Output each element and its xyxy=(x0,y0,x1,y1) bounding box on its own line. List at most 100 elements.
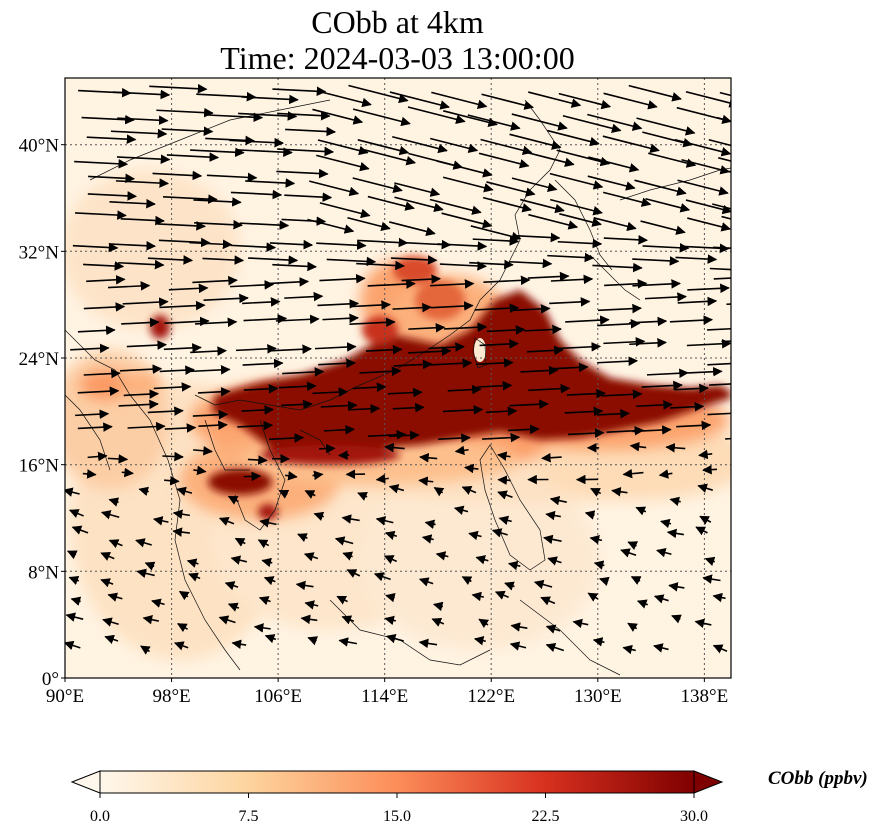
wind-arrow xyxy=(641,380,683,391)
wind-arrow xyxy=(318,358,356,369)
wind-arrow xyxy=(677,179,729,196)
wind-arrow xyxy=(482,196,532,213)
wind-arrow xyxy=(694,618,712,629)
wind-arrow xyxy=(472,236,520,246)
wind-arrow xyxy=(479,339,519,349)
wind-arrow xyxy=(281,399,313,410)
wind-arrow xyxy=(418,577,434,587)
wind-arrow xyxy=(87,451,108,462)
wind-arrow xyxy=(547,129,600,147)
wind-arrow xyxy=(524,324,562,335)
wind-arrow xyxy=(433,486,445,497)
wind-arrow xyxy=(475,555,489,565)
wind-arrow xyxy=(430,137,479,153)
wind-arrow xyxy=(264,634,277,644)
wind-arrow xyxy=(394,196,444,213)
wind-arrow xyxy=(685,90,731,108)
plot-title-line1: CObb at 4km xyxy=(311,4,484,40)
wind-arrow xyxy=(632,425,672,435)
wind-arrow xyxy=(461,576,473,585)
wind-arrow xyxy=(670,401,705,412)
wind-arrow xyxy=(194,219,244,230)
wind-arrow xyxy=(707,362,731,366)
wind-arrow xyxy=(230,242,277,252)
wind-arrow xyxy=(602,135,660,153)
wind-arrow xyxy=(83,368,121,379)
wind-arrow xyxy=(648,152,697,168)
wind-arrow xyxy=(725,437,731,440)
wind-arrow xyxy=(685,199,731,215)
wind-arrow xyxy=(136,568,155,579)
wind-arrow xyxy=(241,405,275,415)
wind-arrow xyxy=(269,277,310,287)
wind-arrow xyxy=(676,420,712,431)
wind-arrow xyxy=(162,194,218,204)
wind-arrow xyxy=(509,258,553,269)
wind-arrow xyxy=(601,389,643,400)
wind-arrow xyxy=(712,203,731,210)
wind-arrow xyxy=(392,135,448,154)
wind-arrow xyxy=(367,195,415,211)
wind-arrow xyxy=(468,530,482,541)
wind-arrow xyxy=(507,560,521,571)
wind-arrow xyxy=(269,239,314,250)
wind-arrow xyxy=(230,280,275,290)
wind-arrow xyxy=(719,91,731,97)
wind-arrow xyxy=(592,262,643,273)
wind-arrow xyxy=(541,452,562,463)
wind-arrow xyxy=(550,274,594,285)
wind-arrow xyxy=(70,596,82,606)
wind-arrow xyxy=(81,114,135,125)
wind-arrow xyxy=(367,279,416,289)
wind-arrow xyxy=(549,297,591,307)
wind-arrow xyxy=(540,596,556,606)
wind-arrow xyxy=(342,551,354,561)
wind-arrow xyxy=(116,154,171,164)
wind-arrow xyxy=(365,344,403,355)
wind-arrow xyxy=(352,177,403,194)
wind-arrow xyxy=(107,592,123,602)
wind-arrow xyxy=(645,198,691,213)
wind-arrow xyxy=(100,551,115,561)
wind-arrow xyxy=(668,582,685,592)
wind-arrow xyxy=(243,314,288,324)
wind-arrow xyxy=(587,175,636,191)
wind-arrow xyxy=(498,515,512,526)
latitude-ticks: 0° 8°N 16°N 24°N 32°N 40°N xyxy=(19,136,65,690)
wind-arrow xyxy=(121,467,134,478)
wind-arrow xyxy=(151,598,165,608)
wind-arrow xyxy=(108,240,157,251)
wind-arrow xyxy=(407,106,466,124)
wind-arrow xyxy=(282,367,325,377)
wind-arrow xyxy=(418,638,438,649)
wind-arrow xyxy=(627,622,638,632)
lat-tick-label: 24°N xyxy=(19,349,60,370)
colorbar-tick-label: 0.0 xyxy=(90,808,110,825)
longitude-ticks: 90°E 98°E 106°E 114°E 122°E 130°E 138°E xyxy=(46,678,728,707)
wind-arrow xyxy=(477,380,513,391)
wind-arrow xyxy=(118,259,165,270)
wind-arrow xyxy=(549,495,567,506)
wind-arrow xyxy=(497,490,513,500)
wind-arrow xyxy=(695,526,708,536)
wind-arrow xyxy=(192,409,229,420)
wind-arrow xyxy=(478,152,530,169)
wind-arrow xyxy=(108,497,120,507)
wind-arrow xyxy=(511,177,558,193)
wind-arrow xyxy=(156,107,214,118)
wind-arrow xyxy=(172,527,190,537)
wind-arrow xyxy=(241,94,299,105)
wind-arrow xyxy=(164,316,210,327)
wind-arrow xyxy=(726,303,731,306)
wind-arrow xyxy=(347,403,381,414)
wind-arrow xyxy=(117,115,169,126)
wind-arrow xyxy=(203,293,249,304)
wind-arrow xyxy=(504,581,515,591)
wind-arrow xyxy=(557,238,603,249)
wind-arrow xyxy=(509,399,549,410)
colorbar-tick-label: 22.5 xyxy=(532,808,560,825)
wind-arrow xyxy=(556,149,611,167)
wind-arrow xyxy=(527,271,570,282)
wind-arrow xyxy=(357,491,368,501)
wind-arrow xyxy=(430,279,475,289)
